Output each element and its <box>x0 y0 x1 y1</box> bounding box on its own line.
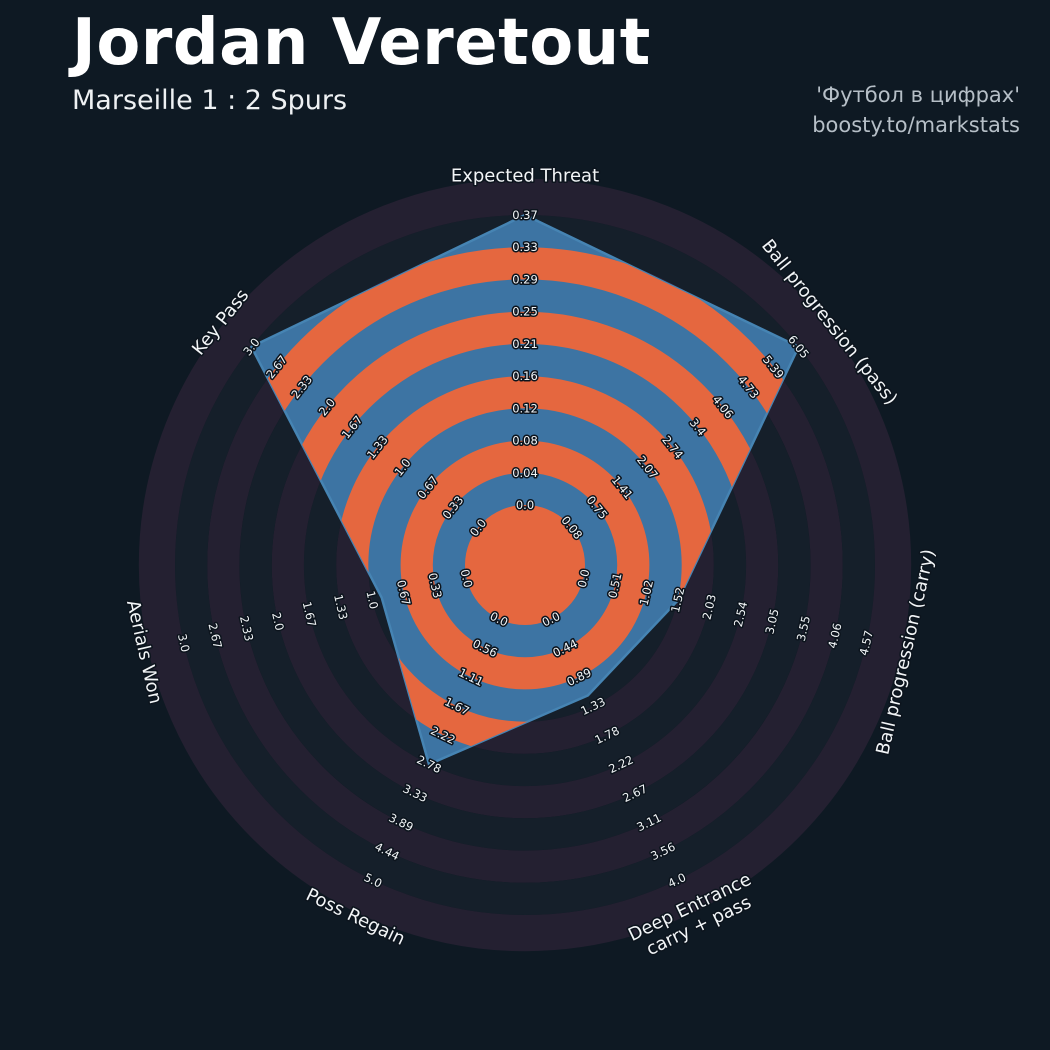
tick-label: 3.0 <box>175 632 193 653</box>
header: Jordan Veretout Marseille 1 : 2 Spurs <box>72 6 651 117</box>
tick-label: 0.21 <box>512 337 538 351</box>
tick-label: 0.0 <box>575 568 593 589</box>
tick-label: 0.12 <box>512 401 538 415</box>
credit-block: 'Футбол в цифрах' boosty.to/markstats <box>812 80 1020 141</box>
tick-label: 1.0 <box>363 589 381 610</box>
ring-orange <box>251 247 799 765</box>
tick-label: 0.37 <box>512 208 538 222</box>
axis-title: Expected Threat <box>451 165 599 186</box>
tick-label: 0.33 <box>512 240 538 254</box>
tick-label: 0.25 <box>512 305 538 319</box>
credit-brand: 'Футбол в цифрах' <box>816 83 1020 107</box>
page-title: Jordan Veretout <box>72 6 651 80</box>
tick-label: 0.29 <box>512 272 538 286</box>
tick-label: 2.0 <box>269 611 287 632</box>
tick-label: 2.54 <box>731 600 750 628</box>
tick-label: 0.0 <box>458 568 476 589</box>
tick-label: 0.16 <box>512 369 538 383</box>
ring-dark-outer <box>138 178 912 952</box>
ring-orange-center <box>465 505 585 625</box>
tick-label: 0.0 <box>516 498 534 512</box>
match-score-subtitle: Marseille 1 : 2 Spurs <box>72 85 348 117</box>
tick-label: 0.04 <box>512 466 538 480</box>
tick-label: 0.08 <box>512 434 538 448</box>
credit-url: boosty.to/markstats <box>812 113 1020 138</box>
ring-orange <box>400 440 650 690</box>
